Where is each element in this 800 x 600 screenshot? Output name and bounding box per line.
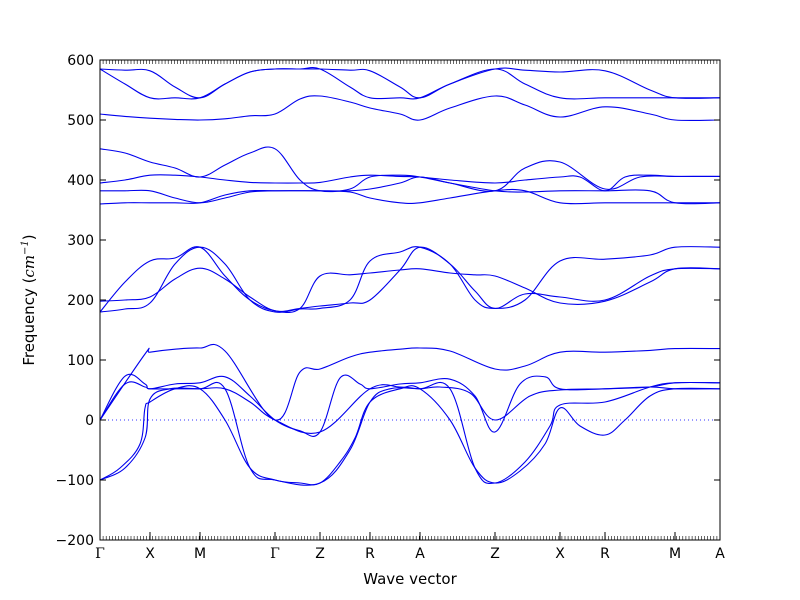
dispersion-branch-8 (100, 246, 720, 314)
y-tick-label: 400 (67, 173, 94, 189)
x-tick-label: R (365, 546, 375, 562)
y-tick-label: −100 (56, 473, 94, 489)
dispersion-branch-10 (100, 176, 720, 205)
y-tick-label: 200 (67, 293, 94, 309)
y-tick-label: 600 (67, 53, 94, 69)
dispersion-branch-5 (100, 381, 720, 486)
dispersion-branch-14 (100, 67, 720, 100)
x-tick-label: A (415, 546, 425, 562)
dispersion-branch-15 (100, 67, 720, 99)
dispersion-branch-7 (100, 246, 720, 312)
y-axis-label-exponent: −1 (20, 240, 31, 255)
x-tick-label: M (194, 546, 206, 562)
x-tick-label: A (715, 546, 725, 562)
dispersion-branch-6 (100, 246, 720, 313)
x-tick-label: Z (490, 546, 500, 562)
dispersion-branch-13 (100, 95, 720, 122)
x-axis-label: Wave vector (363, 570, 457, 588)
x-tick-label: Γ (95, 546, 105, 562)
y-axis-label-suffix: ) (20, 234, 38, 240)
dispersion-branch-3 (100, 343, 720, 421)
y-axis: −200 −100 0 100 200 300 400 500 600 (56, 53, 720, 549)
dispersion-branch-2 (100, 373, 720, 437)
dispersion-branch-9 (100, 188, 720, 205)
x-tick-label: X (555, 546, 565, 562)
y-tick-label: 300 (67, 233, 94, 249)
dispersion-branches (100, 67, 720, 486)
y-tick-label: 100 (67, 353, 94, 369)
y-tick-label: 500 (67, 113, 94, 129)
y-tick-label: −200 (56, 533, 94, 549)
x-tick-label: X (145, 546, 155, 562)
x-tick-label: R (600, 546, 610, 562)
dispersion-branch-12 (100, 146, 720, 193)
y-axis-label-unit: cm (20, 255, 38, 278)
y-axis-label: Frequency (cm−1) (20, 234, 38, 365)
x-tick-label: M (669, 546, 681, 562)
y-tick-label: 0 (85, 413, 94, 429)
y-axis-label-prefix: Frequency ( (20, 278, 38, 366)
x-tick-label: Γ (270, 546, 280, 562)
x-tick-label: Z (315, 546, 325, 562)
